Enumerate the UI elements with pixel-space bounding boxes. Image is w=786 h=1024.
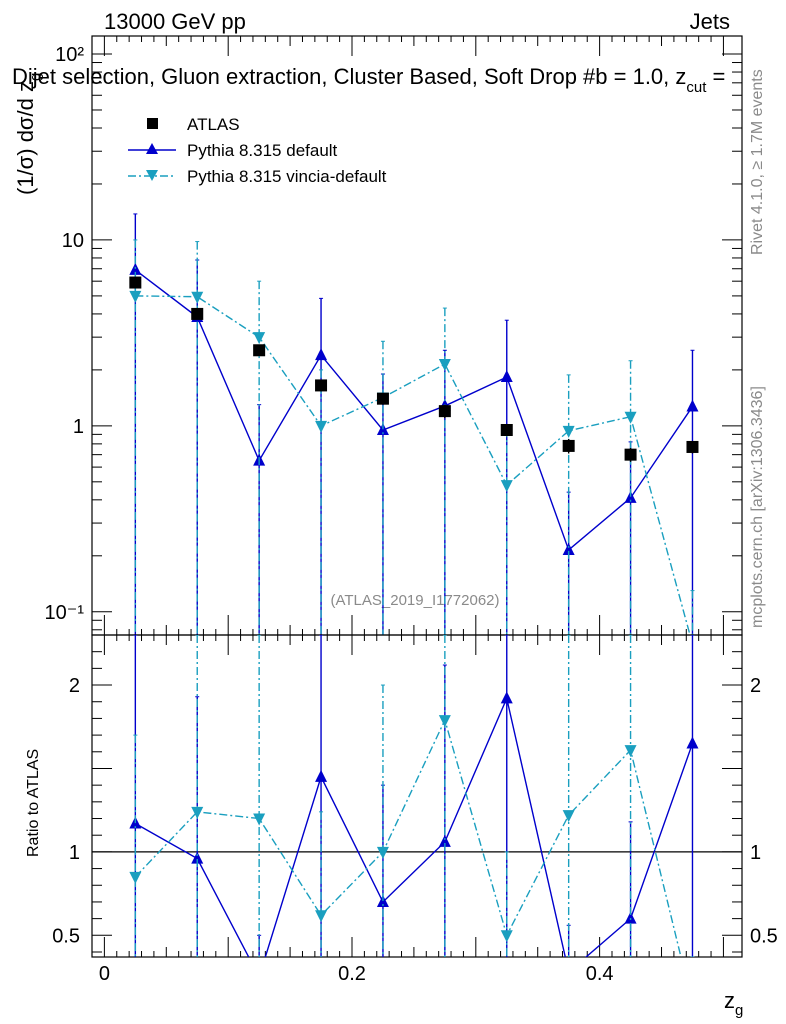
legend-atlas-label: ATLAS (187, 115, 240, 134)
x-tick-label: 0.2 (338, 963, 366, 985)
data-point (438, 359, 451, 372)
main-y-tick-label: 10 (62, 230, 84, 252)
data-point (624, 490, 637, 503)
ratio-y-tick-label-right: 0.5 (750, 925, 778, 947)
data-point (191, 806, 204, 819)
data-point (315, 910, 328, 923)
plot-title: Dijet selection, Gluon extraction, Clust… (12, 64, 725, 96)
ratio-y-tick-label-right: 1 (750, 842, 761, 864)
ratio-y-tick-label: 1 (69, 842, 80, 864)
data-point (624, 448, 637, 461)
main-y-axis-ticks (92, 53, 742, 631)
main-y-axis-labels: 10⁻¹ 1 10 10² (45, 44, 85, 624)
data-point (500, 930, 513, 943)
data-point (129, 276, 142, 289)
main-series-2 (129, 239, 695, 635)
main-series-1 (129, 213, 699, 635)
series-line (134, 718, 682, 957)
data-point (315, 420, 328, 433)
ratio-panel-frame (91, 634, 743, 958)
ratio-y-tick-label: 0.5 (52, 925, 80, 947)
rivet-label: Rivet 4.1.0, ≥ 1.7M events (749, 69, 766, 255)
legend-pythia-vincia-marker (146, 170, 158, 181)
data-point (624, 745, 637, 758)
data-point (438, 405, 451, 418)
main-series-0 (129, 276, 699, 462)
data-point (129, 290, 142, 303)
main-y-tick-label: 10⁻¹ (45, 602, 85, 624)
data-point (562, 439, 575, 452)
data-point (315, 769, 328, 782)
data-point (191, 307, 204, 320)
data-point (253, 813, 266, 826)
main-y-tick-label: 1 (73, 416, 84, 438)
data-point (686, 399, 699, 412)
series-line (135, 295, 691, 635)
data-point (129, 871, 142, 884)
legend: ATLAS Pythia 8.315 default Pythia 8.315 … (128, 115, 387, 186)
analysis-watermark: (ATLAS_2019_I1772062) (330, 592, 499, 609)
main-series-layer (129, 213, 699, 635)
data-point (191, 851, 204, 864)
legend-pythia-default-label: Pythia 8.315 default (187, 141, 338, 160)
x-axis-title: zg (724, 988, 743, 1019)
main-y-axis-title: (1/σ) dσ/d zg (13, 73, 44, 195)
data-point (500, 423, 513, 436)
legend-entry-atlas: ATLAS (147, 115, 240, 134)
ratio-series-1 (129, 635, 699, 957)
energy-label: 13000 GeV pp (104, 9, 246, 34)
data-point (686, 736, 699, 749)
ratio-y-axis-ticks (92, 651, 742, 953)
legend-pythia-default-marker (146, 143, 158, 154)
main-y-tick-label: 10² (55, 44, 84, 66)
data-point (315, 379, 328, 392)
series-line (134, 696, 694, 957)
data-point (376, 392, 389, 405)
data-point (191, 291, 204, 304)
x-tick-label: 0 (99, 963, 110, 985)
ratio-y-tick-label: 2 (69, 675, 80, 697)
data-point (438, 715, 451, 728)
legend-atlas-marker (147, 118, 158, 129)
series-line (134, 269, 694, 552)
data-point (686, 440, 699, 453)
data-point (253, 344, 266, 357)
data-point (624, 411, 637, 424)
ratio-series-2 (129, 635, 695, 957)
legend-pythia-vincia-label: Pythia 8.315 vincia-default (187, 167, 387, 186)
ratio-y-axis-labels: 0.5 0.5 1 1 2 2 (52, 675, 778, 947)
mcplots-label: mcplots.cern.ch [arXiv:1306.3436] (749, 386, 766, 628)
x-axis-labels: 0 0.2 0.4 (99, 963, 614, 985)
legend-entry-pythia-vincia: Pythia 8.315 vincia-default (128, 167, 387, 186)
category-label: Jets (690, 9, 730, 34)
ratio-x-axis-ticks (103, 635, 724, 957)
data-point (315, 348, 328, 361)
main-x-axis-ticks (103, 36, 724, 635)
data-point (624, 911, 637, 924)
data-point (562, 542, 575, 555)
data-point (562, 810, 575, 823)
legend-entry-pythia-default: Pythia 8.315 default (128, 141, 338, 160)
data-point (438, 834, 451, 847)
data-point (562, 425, 575, 438)
data-point (253, 332, 266, 345)
ratio-y-axis-title: Ratio to ATLAS (25, 749, 42, 857)
data-point (376, 846, 389, 859)
ratio-y-tick-label-right: 2 (750, 675, 761, 697)
ratio-series-layer (129, 635, 699, 957)
x-tick-label: 0.4 (586, 963, 614, 985)
data-point (500, 480, 513, 493)
data-point (500, 370, 513, 383)
data-point (500, 691, 513, 704)
